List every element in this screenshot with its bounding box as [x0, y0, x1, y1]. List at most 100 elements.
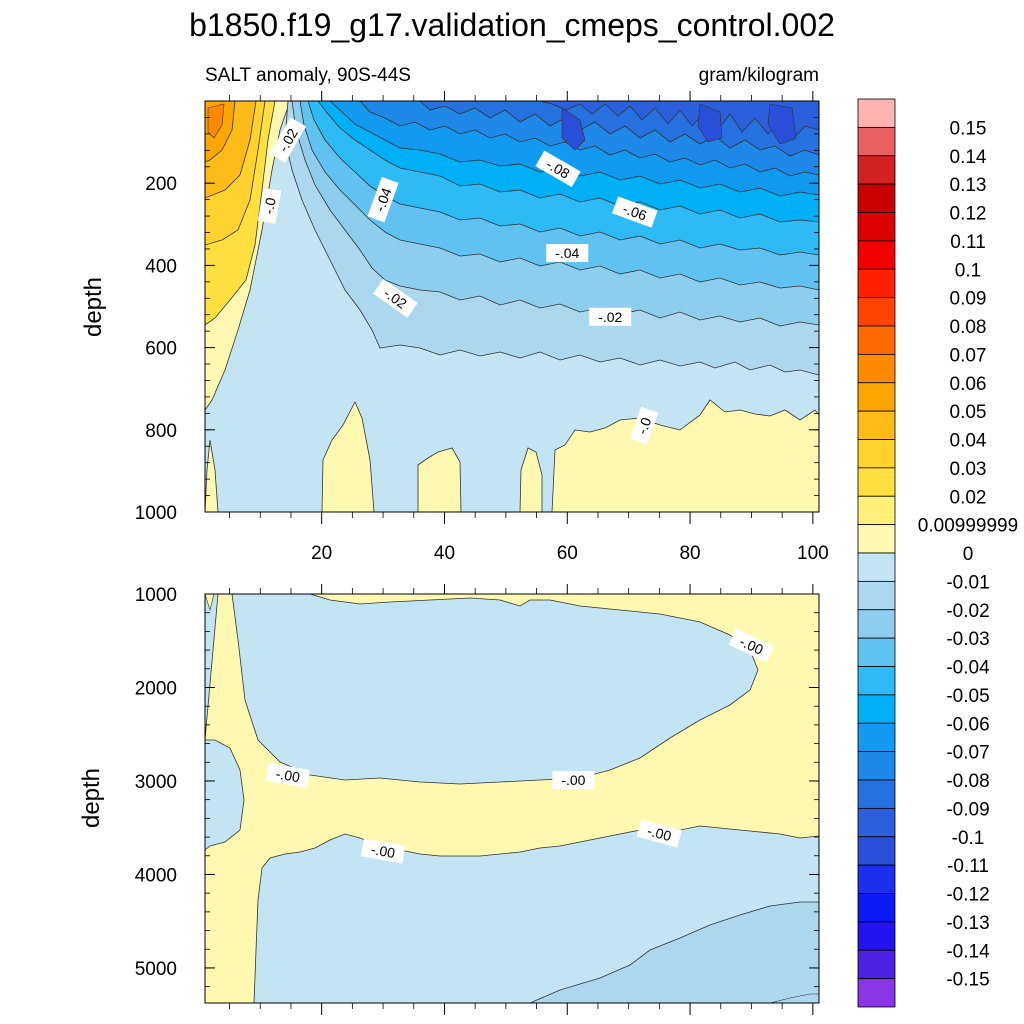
contour-label-bg [546, 244, 589, 263]
y-tick-label: 4000 [135, 865, 177, 886]
contour-label-text: -.0 [260, 196, 279, 215]
y-tick-label: 800 [145, 421, 177, 442]
colorbar: 0.15 0.14 0.13 0.12 0.11 0.1 0.09 0.08 0.07 0.06 0… [857, 98, 1018, 1008]
upper-contour-fills [205, 101, 819, 512]
colorbar-label: 0.06 [950, 374, 987, 395]
lower-fill-neg002 [529, 901, 819, 1003]
colorbar-swatch [857, 921, 896, 951]
contour-label-text: -.06 [621, 200, 649, 223]
colorbar-label: 0.09 [950, 289, 987, 310]
colorbar-label: 0.07 [950, 345, 987, 366]
contour-label-bg [535, 150, 581, 188]
upper-fill-zero-blob-3 [519, 447, 543, 512]
colorbar-label: -0.11 [947, 856, 989, 877]
colorbar-swatch [857, 751, 896, 781]
contour-label-bg [257, 187, 282, 224]
colorbar-label: 0.15 [950, 118, 987, 139]
colorbar-label: -0.08 [946, 771, 989, 792]
colorbar-swatch [857, 893, 896, 923]
contour-label-bg [360, 838, 406, 864]
contour-label: -.00 [360, 838, 406, 864]
colorbar-swatch [857, 524, 896, 554]
colorbar-swatch [857, 949, 896, 980]
upper-panel: 200 400 600 800 1000 20 40 60 80 100 -.02 -.0 -.0 8… [80, 91, 829, 564]
colorbar-swatch [857, 126, 896, 157]
colorbar-swatch [857, 155, 896, 185]
colorbar-swatch [857, 495, 896, 526]
contour-label-bg [728, 628, 775, 663]
colorbar-label: 0.05 [950, 402, 987, 423]
colorbar-swatch [857, 98, 896, 128]
lower-fill-zero-topbump [205, 594, 215, 612]
colorbar-swatch [857, 978, 896, 1008]
colorbar-label: -0.14 [946, 941, 990, 962]
y-tick-label: 1000 [135, 503, 177, 524]
upper-fill-neg011-b [697, 103, 723, 143]
colorbar-label: -0.12 [946, 885, 989, 906]
contour-label-text: -.02 [598, 309, 622, 325]
contour-label: -.00 [636, 819, 682, 848]
colorbar-label: 0.08 [950, 317, 987, 338]
colorbar-swatch [857, 439, 896, 469]
colorbar-swatch [857, 353, 896, 384]
colorbar-swatch [857, 694, 896, 724]
colorbar-label: -0.13 [946, 913, 989, 934]
y-tick-label: 5000 [135, 959, 177, 980]
colorbar-label: 0.00999999 [918, 516, 1018, 537]
colorbar-label: -0.02 [946, 601, 989, 622]
lower-fill-zero-main [205, 594, 819, 1003]
colorbar-swatch [857, 666, 896, 696]
left-subtitle: SALT anomaly, 90S-44S [205, 65, 411, 86]
colorbar-swatch [857, 580, 896, 611]
colorbar-label: 0.02 [950, 487, 987, 508]
colorbar-swatch [857, 240, 896, 270]
colorbar-label: 0.11 [950, 232, 986, 253]
upper-plot-frame [204, 100, 820, 513]
colorbar-swatch [857, 637, 896, 667]
contour-label-bg [629, 406, 659, 445]
colorbar-label: -0.05 [946, 686, 989, 707]
lower-contour-fills [205, 594, 819, 1003]
colorbar-swatch [857, 212, 896, 242]
upper-fill-zero-blob-4 [205, 439, 219, 512]
contour-label: -.04 [546, 244, 589, 263]
contour-label-bg [611, 196, 658, 228]
lower-y-axis-label: depth [78, 768, 105, 828]
colorbar-label: -0.15 [946, 970, 989, 991]
colorbar-label: -0.04 [946, 658, 990, 679]
upper-fill-neg011-a [561, 107, 586, 151]
colorbar-label: 0.03 [950, 459, 987, 480]
contour-label-bg [265, 762, 311, 788]
figure-title: b1850.f19_g17.validation_cmeps_control.0… [189, 7, 835, 43]
colorbar-label: -0.1 [952, 828, 985, 849]
contour-label-text: -.0 [634, 415, 655, 436]
colorbar-swatch [857, 467, 896, 497]
contour-label-bg [372, 278, 418, 318]
contour-label: -.04 [367, 176, 399, 223]
x-tick-label: 100 [797, 543, 829, 564]
lower-fill-neg002-b [769, 993, 819, 1003]
colorbar-label: 0.04 [950, 431, 987, 452]
colorbar-label: -0.03 [946, 629, 989, 650]
x-tick-label: 60 [557, 543, 578, 564]
colorbar-swatch [857, 268, 896, 299]
contour-label-text: -.00 [646, 822, 674, 844]
upper-fill-zero-bottom [551, 399, 819, 512]
y-tick-label: 1000 [135, 585, 177, 606]
colorbar-swatch [857, 722, 896, 753]
colorbar-label: -0.07 [946, 743, 989, 764]
lower-plot-frame [204, 593, 820, 1004]
contour-label-bg [589, 307, 632, 326]
lower-x-ticks [229, 584, 814, 1015]
y-tick-label: 200 [145, 174, 177, 195]
colorbar-swatch [857, 807, 896, 838]
upper-y-axis-label: depth [80, 277, 107, 337]
colorbar-swatch [857, 183, 896, 213]
colorbar-label: 0.14 [950, 147, 987, 168]
upper-fill-zero-blob-1 [321, 401, 375, 512]
colorbar-swatch [857, 297, 896, 327]
contour-label-text: -.00 [370, 841, 397, 861]
lower-contour-labels: -.00-.00 -.00-.00-.00 [265, 628, 775, 864]
contour-label-bg [552, 771, 595, 790]
colorbar-swatch [857, 836, 896, 866]
